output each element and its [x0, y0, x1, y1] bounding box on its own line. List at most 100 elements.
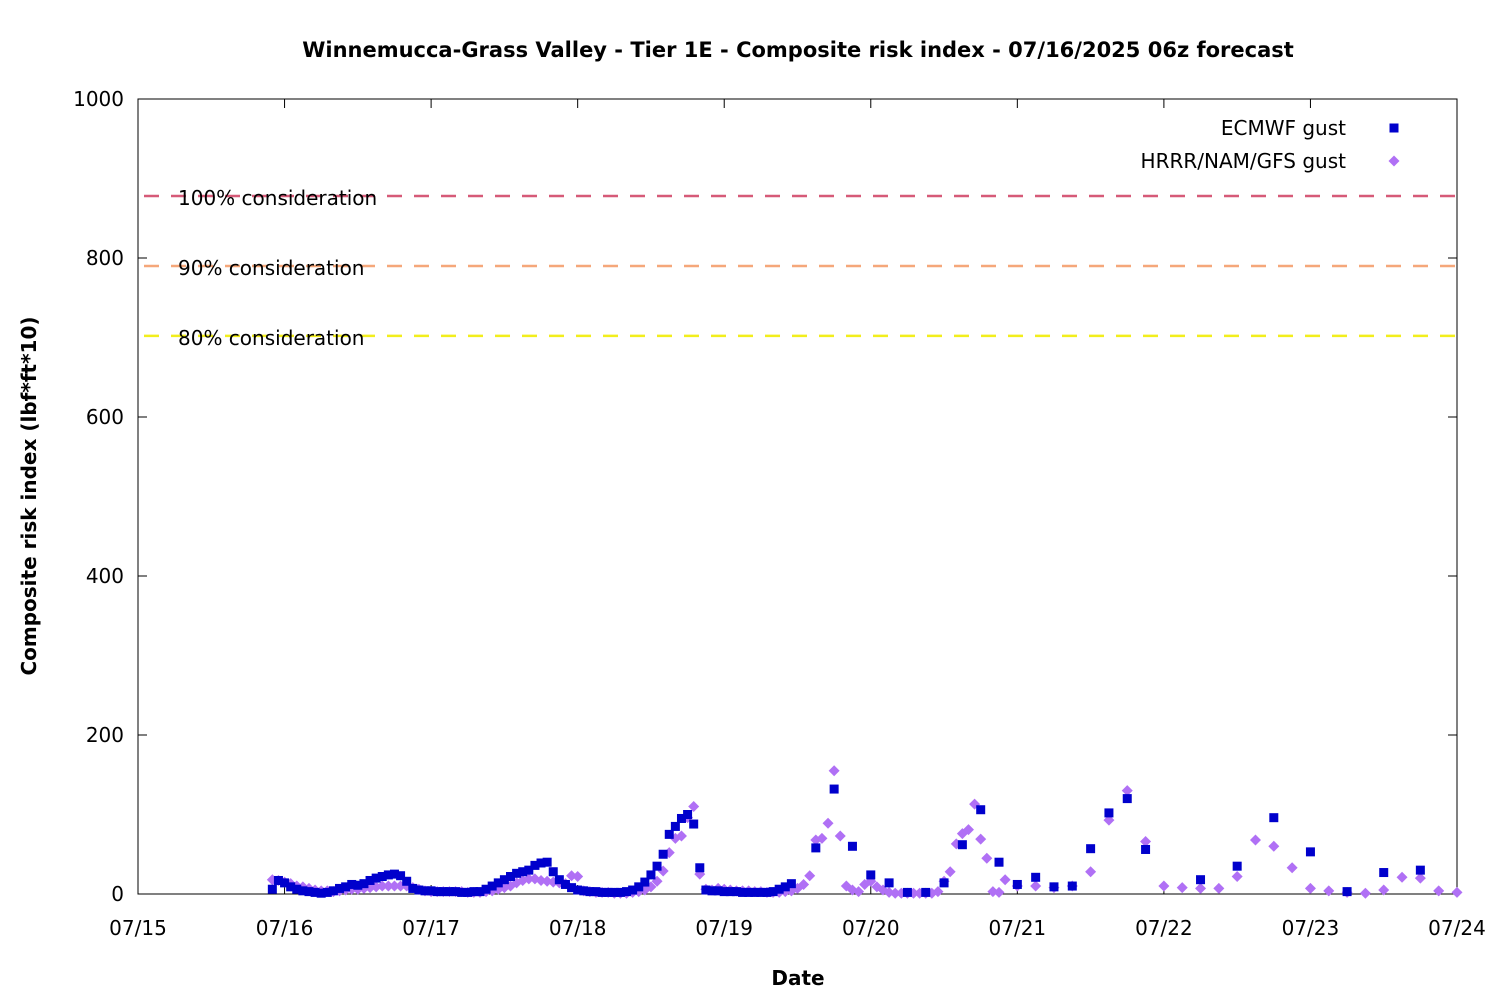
- data-point: [1378, 884, 1390, 896]
- plot-border: [137, 98, 1458, 895]
- data-point: [438, 887, 448, 897]
- data-point: [1342, 887, 1352, 897]
- y-tick-label: 400: [86, 564, 124, 588]
- data-point: [750, 887, 760, 897]
- data-point: [1195, 882, 1207, 894]
- data-point: [634, 882, 644, 892]
- data-point: [976, 805, 986, 815]
- data-point: [524, 865, 534, 875]
- data-point: [1049, 882, 1059, 892]
- data-point: [328, 886, 338, 896]
- data-point: [518, 867, 528, 877]
- data-point: [1067, 881, 1077, 891]
- data-point: [341, 882, 351, 892]
- data-point: [469, 887, 479, 897]
- data-point: [310, 887, 320, 897]
- data-point: [1359, 887, 1371, 899]
- data-point: [382, 880, 394, 892]
- data-point: [1396, 871, 1408, 883]
- data-point: [267, 884, 277, 894]
- data-point: [1104, 808, 1114, 818]
- data-point: [993, 886, 1005, 898]
- legend-marker: [1389, 123, 1399, 133]
- data-point: [774, 884, 784, 894]
- data-point: [1196, 875, 1206, 885]
- data-point: [1249, 834, 1261, 846]
- data-point: [377, 872, 387, 882]
- data-point: [402, 876, 412, 886]
- data-point: [676, 813, 686, 823]
- data-point: [463, 887, 473, 897]
- legend: ECMWF gust HRRR/NAM/GFS gust: [1141, 116, 1400, 173]
- data-point: [1031, 872, 1041, 882]
- plot-frame: [137, 98, 1458, 895]
- data-point: [1433, 885, 1445, 897]
- legend-marker: [1388, 155, 1400, 167]
- x-tick-label: 07/24: [1428, 916, 1486, 940]
- data-point: [1141, 844, 1151, 854]
- data-point: [505, 872, 515, 882]
- data-point: [286, 882, 296, 892]
- y-tick-label: 600: [86, 405, 124, 429]
- data-point: [579, 886, 589, 896]
- data-point: [304, 887, 314, 897]
- data-point: [481, 884, 491, 894]
- data-point: [560, 879, 570, 889]
- data-point: [866, 870, 876, 880]
- x-tick-label: 07/18: [549, 916, 607, 940]
- data-point: [615, 887, 625, 897]
- data-point: [487, 881, 497, 891]
- data-point: [376, 880, 388, 892]
- data-point: [1012, 879, 1022, 889]
- data-point: [1379, 868, 1389, 878]
- data-point: [353, 880, 363, 890]
- data-point: [762, 887, 772, 897]
- data-point: [804, 870, 816, 882]
- data-point: [1323, 885, 1335, 897]
- data-point: [829, 784, 839, 794]
- reference-line-label: 90% consideration: [178, 256, 364, 280]
- data-point: [646, 870, 656, 880]
- data-point: [939, 878, 949, 888]
- y-tick-label: 0: [111, 882, 124, 906]
- data-point: [597, 887, 607, 897]
- data-point: [1304, 882, 1316, 894]
- data-point: [675, 830, 687, 842]
- reference-line-label: 80% consideration: [178, 326, 364, 350]
- x-tick-label: 07/20: [842, 916, 900, 940]
- data-point: [725, 887, 735, 897]
- data-point: [707, 886, 717, 896]
- data-point: [280, 878, 290, 888]
- data-point: [273, 875, 283, 885]
- data-point: [884, 878, 894, 888]
- legend-label: HRRR/NAM/GFS gust: [1141, 149, 1347, 173]
- x-tick-label: 07/17: [402, 916, 460, 940]
- data-point: [603, 887, 613, 897]
- data-point: [1269, 813, 1279, 823]
- data-point: [1158, 880, 1170, 892]
- data-point: [585, 887, 595, 897]
- data-point: [981, 852, 993, 864]
- data-point: [822, 817, 834, 829]
- data-point: [426, 886, 436, 896]
- series-ecmwf-gust: [267, 784, 1425, 898]
- data-point: [798, 878, 810, 890]
- data-point: [683, 810, 693, 819]
- data-point: [744, 887, 754, 897]
- data-point: [475, 887, 485, 897]
- x-tick-label: 07/16: [256, 916, 314, 940]
- data-point: [396, 871, 406, 881]
- data-point: [932, 886, 944, 898]
- data-point: [828, 765, 840, 777]
- data-point: [1232, 861, 1242, 871]
- data-point: [962, 824, 974, 836]
- x-tick-label: 07/22: [1135, 916, 1193, 940]
- data-point: [1231, 871, 1243, 883]
- data-point: [1122, 794, 1132, 804]
- legend-label: ECMWF gust: [1221, 116, 1346, 140]
- data-point: [444, 887, 454, 897]
- data-point: [921, 887, 931, 897]
- data-point: [432, 887, 442, 897]
